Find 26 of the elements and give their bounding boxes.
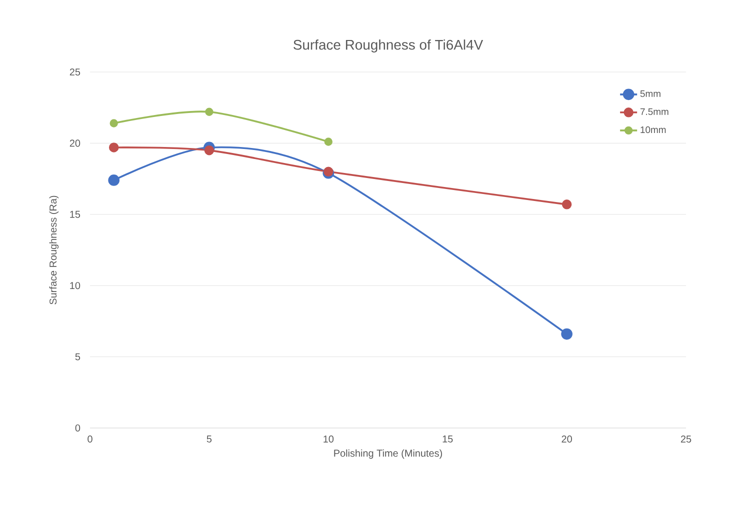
point — [205, 108, 214, 116]
y-axis-title: Surface Roughness (Ra) — [49, 196, 59, 304]
x-tick-label: 20 — [562, 436, 572, 443]
chart-title: Surface Roughness of Ti6Al4V — [294, 39, 484, 52]
x-tick-label: 0 — [88, 436, 92, 443]
point — [561, 328, 572, 340]
y-tick-label: 5 — [75, 353, 80, 360]
x-tick-label: 15 — [442, 436, 453, 442]
legend-label: 5mm — [640, 90, 660, 98]
point — [108, 174, 120, 186]
y-tick-label: 15 — [70, 210, 80, 218]
point — [204, 145, 214, 156]
x-tick-label: 10 — [324, 436, 334, 443]
x-tick-label: 5 — [206, 436, 212, 442]
y-tick-label: 10 — [70, 282, 80, 290]
point — [562, 200, 572, 210]
y-tick-label: 0 — [75, 424, 80, 432]
point — [324, 138, 332, 146]
y-tick-label: 25 — [70, 68, 80, 76]
legend-label: 10mm — [640, 126, 666, 134]
legend-label: 7.5mm — [640, 108, 668, 116]
x-axis-title: Polishing Time (Minutes) — [334, 449, 442, 459]
x-tick-label: 25 — [680, 436, 692, 443]
point — [108, 142, 119, 152]
point — [110, 119, 118, 128]
y-tick-label: 20 — [70, 140, 80, 147]
